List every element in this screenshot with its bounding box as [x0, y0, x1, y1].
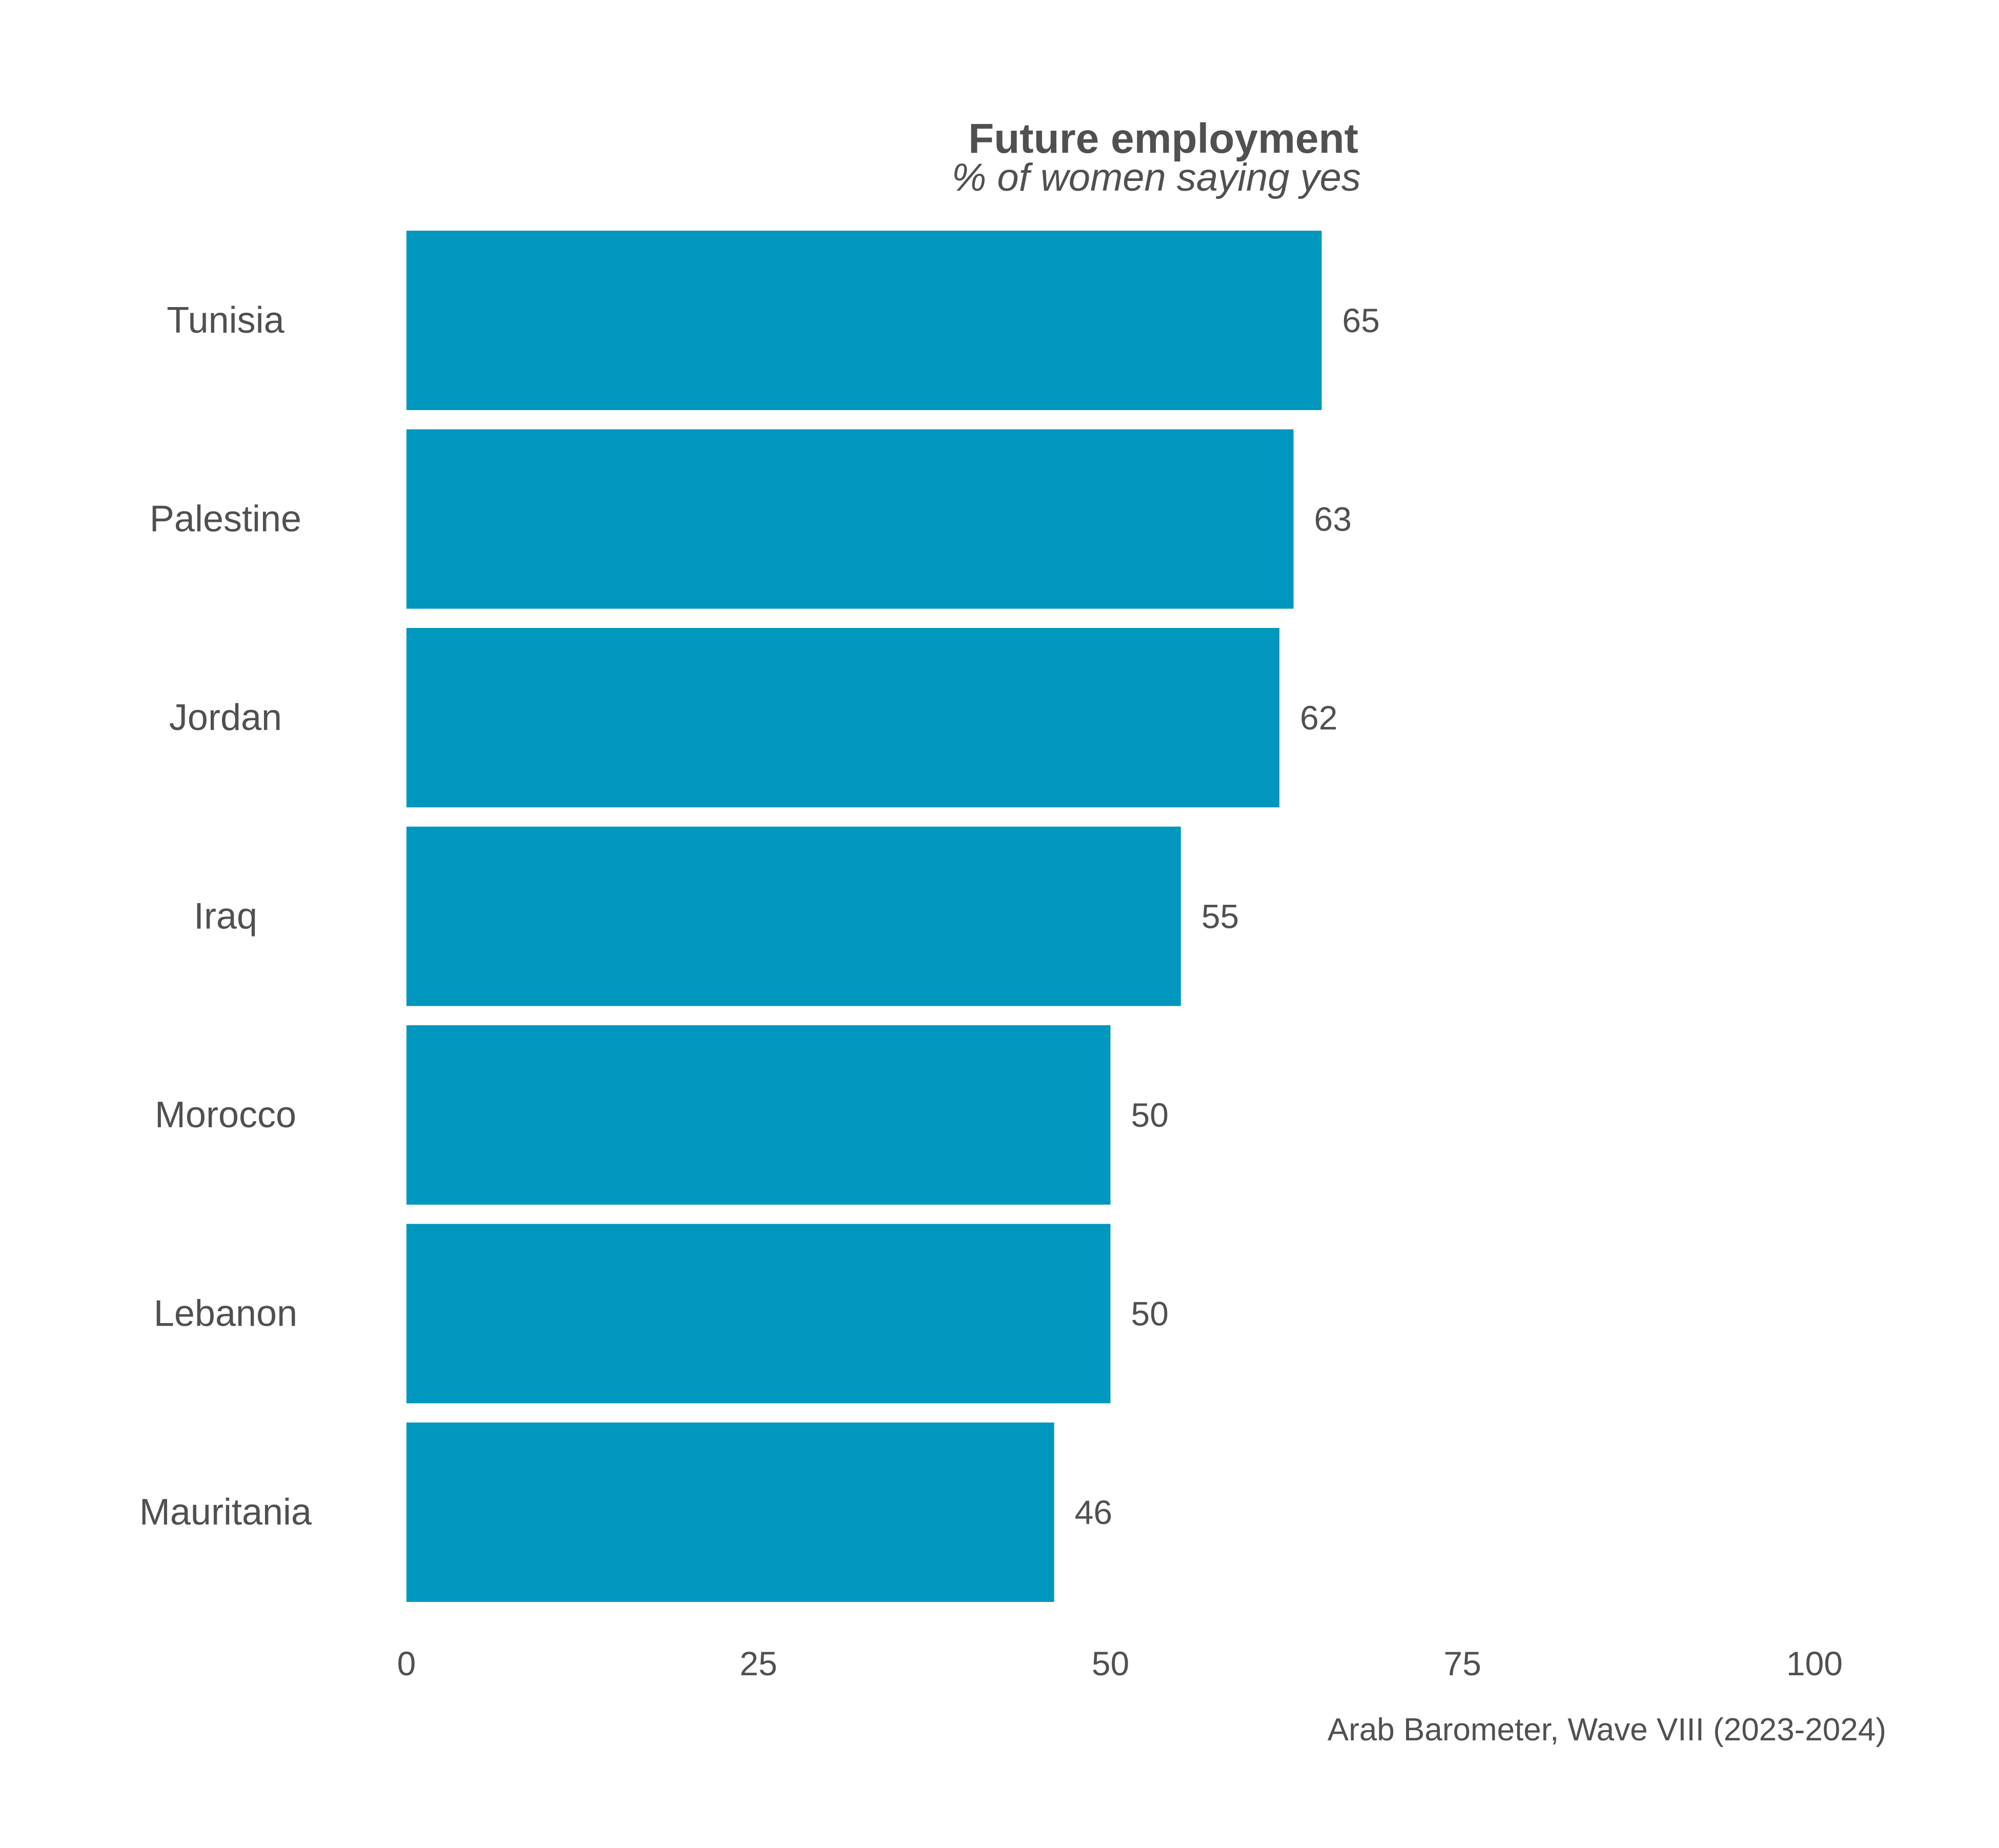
value-label-mauritania: 46 [1075, 1493, 1112, 1531]
bar-iraq [406, 826, 1181, 1006]
value-labels: 65 63 62 55 50 50 46 [1075, 301, 1380, 1531]
bar-mauritania [406, 1423, 1054, 1602]
category-label-mauritania: Mauritania [139, 1492, 312, 1533]
bar-jordan [406, 628, 1280, 807]
bar-lebanon [406, 1224, 1111, 1404]
value-label-tunisia: 65 [1342, 301, 1380, 339]
category-labels: Tunisia Palestine Jordan Iraq Morocco Lebanon… [139, 300, 312, 1533]
x-tick-label-25: 25 [740, 1644, 777, 1682]
x-tick-label-75: 75 [1444, 1644, 1481, 1682]
category-label-jordan: Jordan [169, 697, 282, 738]
value-label-palestine: 63 [1314, 500, 1352, 538]
category-label-morocco: Morocco [155, 1094, 296, 1135]
chart-title: Future employment [968, 115, 1358, 162]
chart-subtitle: % of women saying yes [952, 156, 1361, 199]
bar-tunisia [406, 231, 1322, 410]
bar-palestine [406, 429, 1294, 609]
value-label-lebanon: 50 [1131, 1295, 1169, 1333]
x-tick-label-50: 50 [1092, 1644, 1129, 1682]
value-label-jordan: 62 [1300, 699, 1337, 737]
source-note: Arab Barometer, Wave VIII (2023-2024) [1328, 1712, 1886, 1748]
bar-morocco [406, 1025, 1111, 1205]
category-label-iraq: Iraq [194, 896, 257, 937]
category-label-palestine: Palestine [150, 499, 301, 540]
x-axis-ticks: 0 25 50 75 100 [397, 1644, 1843, 1682]
category-label-tunisia: Tunisia [167, 300, 284, 341]
x-tick-label-100: 100 [1786, 1644, 1843, 1682]
value-label-iraq: 55 [1201, 898, 1239, 936]
value-label-morocco: 50 [1131, 1096, 1169, 1134]
bars-group [406, 231, 1322, 1602]
category-label-lebanon: Lebanon [154, 1293, 297, 1334]
x-tick-label-0: 0 [397, 1644, 416, 1682]
